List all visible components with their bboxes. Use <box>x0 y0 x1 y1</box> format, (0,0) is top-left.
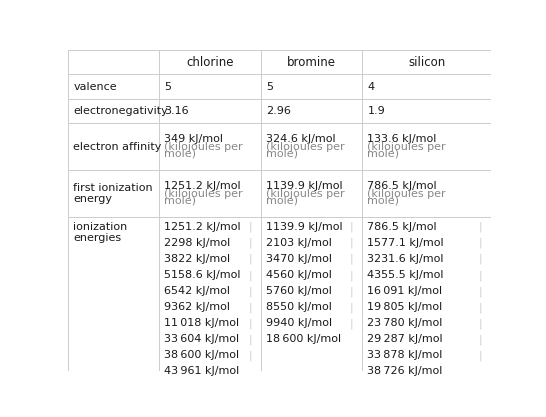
Text: silicon: silicon <box>408 56 446 69</box>
Text: |: | <box>479 318 483 329</box>
Text: 5: 5 <box>164 82 171 91</box>
Text: bromine: bromine <box>287 56 336 69</box>
Text: 3.16: 3.16 <box>164 106 189 116</box>
Text: |: | <box>479 270 483 281</box>
Text: ionization
energies: ionization energies <box>73 222 128 244</box>
Text: |: | <box>350 238 354 249</box>
Text: |: | <box>248 222 252 232</box>
Text: mole): mole) <box>164 148 197 158</box>
Text: |: | <box>248 270 252 281</box>
Text: |: | <box>350 270 354 281</box>
Text: 786.5 kJ/mol: 786.5 kJ/mol <box>367 181 437 191</box>
Text: (kilojoules per: (kilojoules per <box>266 141 345 151</box>
Text: first ionization
energy: first ionization energy <box>73 183 153 204</box>
Text: 5158.6 kJ/mol: 5158.6 kJ/mol <box>164 270 241 280</box>
Text: 38 600 kJ/mol: 38 600 kJ/mol <box>164 350 240 360</box>
Text: mole): mole) <box>266 148 298 158</box>
Text: electron affinity: electron affinity <box>73 141 162 151</box>
Text: 9362 kJ/mol: 9362 kJ/mol <box>164 302 230 312</box>
Text: 349 kJ/mol: 349 kJ/mol <box>164 134 223 144</box>
Text: |: | <box>248 254 252 264</box>
Text: 1577.1 kJ/mol: 1577.1 kJ/mol <box>367 238 444 248</box>
Text: 1139.9 kJ/mol: 1139.9 kJ/mol <box>266 222 342 232</box>
Text: (kilojoules per: (kilojoules per <box>164 188 243 198</box>
Text: (kilojoules per: (kilojoules per <box>367 141 446 151</box>
Text: 8550 kJ/mol: 8550 kJ/mol <box>266 302 332 312</box>
Text: |: | <box>248 318 252 329</box>
Text: 2103 kJ/mol: 2103 kJ/mol <box>266 238 332 248</box>
Text: (kilojoules per: (kilojoules per <box>266 188 345 198</box>
Text: 4560 kJ/mol: 4560 kJ/mol <box>266 270 332 280</box>
Text: electronegativity: electronegativity <box>73 106 168 116</box>
Text: mole): mole) <box>367 196 400 206</box>
Text: 6542 kJ/mol: 6542 kJ/mol <box>164 286 230 296</box>
Text: 3231.6 kJ/mol: 3231.6 kJ/mol <box>367 254 444 264</box>
Text: 1251.2 kJ/mol: 1251.2 kJ/mol <box>164 181 241 191</box>
Text: mole): mole) <box>164 196 197 206</box>
Text: |: | <box>248 334 252 345</box>
Text: |: | <box>479 334 483 345</box>
Text: 29 287 kJ/mol: 29 287 kJ/mol <box>367 334 443 344</box>
Text: 9940 kJ/mol: 9940 kJ/mol <box>266 318 332 328</box>
Text: mole): mole) <box>266 196 298 206</box>
Text: |: | <box>248 286 252 296</box>
Text: 11 018 kJ/mol: 11 018 kJ/mol <box>164 318 240 328</box>
Text: 2.96: 2.96 <box>266 106 290 116</box>
Text: 33 604 kJ/mol: 33 604 kJ/mol <box>164 334 240 344</box>
Text: |: | <box>248 238 252 249</box>
Text: 5: 5 <box>266 82 273 91</box>
Text: |: | <box>479 286 483 296</box>
Text: 4: 4 <box>367 82 375 91</box>
Text: 3470 kJ/mol: 3470 kJ/mol <box>266 254 332 264</box>
Text: |: | <box>479 222 483 232</box>
Text: 324.6 kJ/mol: 324.6 kJ/mol <box>266 134 335 144</box>
Text: 4355.5 kJ/mol: 4355.5 kJ/mol <box>367 270 444 280</box>
Text: (kilojoules per: (kilojoules per <box>164 141 243 151</box>
Text: 2298 kJ/mol: 2298 kJ/mol <box>164 238 230 248</box>
Text: |: | <box>350 318 354 329</box>
Text: mole): mole) <box>367 148 400 158</box>
Text: 1251.2 kJ/mol: 1251.2 kJ/mol <box>164 222 241 232</box>
Text: |: | <box>248 302 252 313</box>
Text: 33 878 kJ/mol: 33 878 kJ/mol <box>367 350 443 360</box>
Text: valence: valence <box>73 82 117 91</box>
Text: 16 091 kJ/mol: 16 091 kJ/mol <box>367 286 443 296</box>
Text: 1.9: 1.9 <box>367 106 385 116</box>
Text: |: | <box>479 350 483 361</box>
Text: 786.5 kJ/mol: 786.5 kJ/mol <box>367 222 437 232</box>
Text: (kilojoules per: (kilojoules per <box>367 188 446 198</box>
Text: chlorine: chlorine <box>186 56 234 69</box>
Text: 5760 kJ/mol: 5760 kJ/mol <box>266 286 332 296</box>
Text: 23 780 kJ/mol: 23 780 kJ/mol <box>367 318 443 328</box>
Text: 38 726 kJ/mol: 38 726 kJ/mol <box>367 366 443 376</box>
Text: 43 961 kJ/mol: 43 961 kJ/mol <box>164 366 240 376</box>
Text: 18 600 kJ/mol: 18 600 kJ/mol <box>266 334 341 344</box>
Text: 3822 kJ/mol: 3822 kJ/mol <box>164 254 230 264</box>
Text: |: | <box>350 286 354 296</box>
Text: |: | <box>479 302 483 313</box>
Text: |: | <box>479 238 483 249</box>
Text: |: | <box>248 350 252 361</box>
Text: |: | <box>350 254 354 264</box>
Text: |: | <box>350 222 354 232</box>
Text: |: | <box>350 302 354 313</box>
Text: 19 805 kJ/mol: 19 805 kJ/mol <box>367 302 443 312</box>
Text: 1139.9 kJ/mol: 1139.9 kJ/mol <box>266 181 342 191</box>
Text: 133.6 kJ/mol: 133.6 kJ/mol <box>367 134 437 144</box>
Text: |: | <box>479 254 483 264</box>
